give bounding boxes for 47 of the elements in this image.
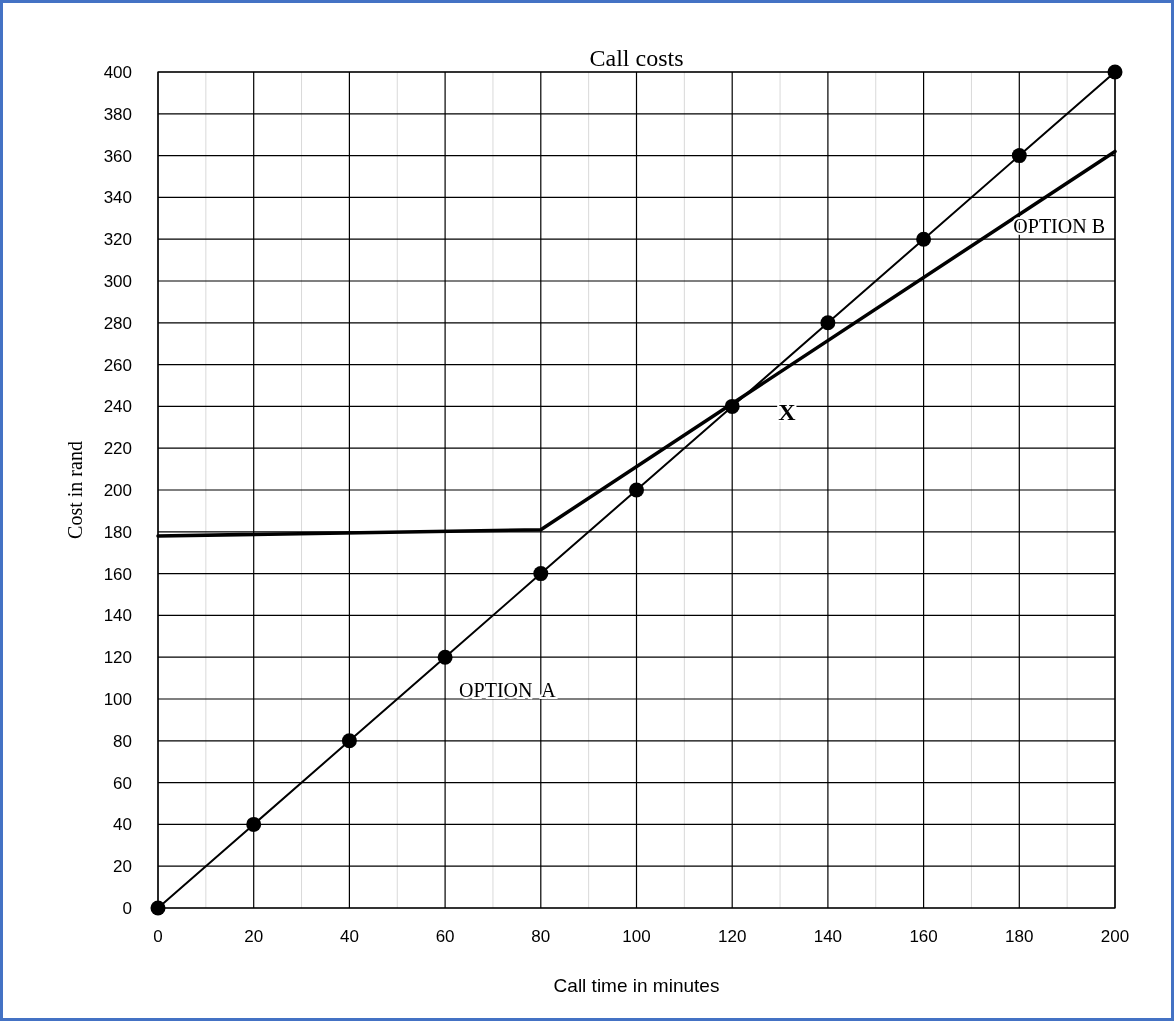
y-tick-label: 300 bbox=[103, 272, 132, 291]
y-tick-label: 240 bbox=[103, 397, 132, 417]
y-tick-label: 20 bbox=[113, 857, 132, 877]
x-tick-label: 0 bbox=[153, 927, 163, 946]
chart-title: Call costs bbox=[589, 45, 684, 71]
x-tick-label: 100 bbox=[622, 927, 651, 946]
y-tick-label: 320 bbox=[103, 230, 132, 250]
point bbox=[1107, 64, 1123, 80]
y-axis-title: Cost in rand bbox=[64, 441, 86, 539]
y-tick-label: 160 bbox=[103, 564, 132, 584]
y-tick-label: 120 bbox=[103, 648, 132, 668]
y-tick-label: 220 bbox=[103, 439, 132, 459]
x-tick-label: 180 bbox=[1005, 927, 1034, 946]
y-tick-label: 260 bbox=[103, 355, 132, 375]
point bbox=[437, 649, 453, 665]
point bbox=[629, 482, 644, 498]
x-tick-label: 80 bbox=[531, 927, 551, 946]
y-tick-label: 380 bbox=[103, 104, 132, 124]
point bbox=[1011, 148, 1027, 164]
y-tick-label: 280 bbox=[103, 313, 132, 333]
x-tick-label: 160 bbox=[909, 927, 938, 946]
point bbox=[533, 566, 549, 582]
y-tick-label: 360 bbox=[103, 146, 132, 166]
x-tick-label: 60 bbox=[435, 927, 455, 946]
y-tick-label: 180 bbox=[103, 522, 132, 542]
x-tick-label: 200 bbox=[1100, 927, 1130, 946]
point bbox=[341, 733, 357, 749]
point bbox=[150, 900, 166, 916]
x-tick-label: 40 bbox=[339, 927, 359, 946]
y-tick-label: 60 bbox=[113, 773, 132, 793]
series-label: OPTION A bbox=[459, 679, 557, 702]
y-tick-label: 100 bbox=[103, 690, 132, 709]
x-axis-title: Call time in minutes bbox=[553, 975, 720, 996]
point bbox=[916, 231, 932, 247]
x-tick-label: 20 bbox=[244, 927, 264, 946]
y-tick-label: 340 bbox=[103, 188, 132, 208]
y-tick-label: 40 bbox=[113, 815, 132, 835]
y-tick-label: 80 bbox=[113, 731, 132, 751]
annotation: X bbox=[778, 399, 797, 425]
x-tick-label: 140 bbox=[813, 927, 843, 946]
y-tick-label: 0 bbox=[122, 899, 132, 918]
y-tick-label: 400 bbox=[103, 63, 132, 82]
y-tick-label: 200 bbox=[103, 481, 132, 500]
point bbox=[246, 816, 262, 832]
point bbox=[820, 315, 836, 331]
x-tick-label: 120 bbox=[718, 927, 747, 946]
y-tick-label: 140 bbox=[103, 606, 132, 626]
